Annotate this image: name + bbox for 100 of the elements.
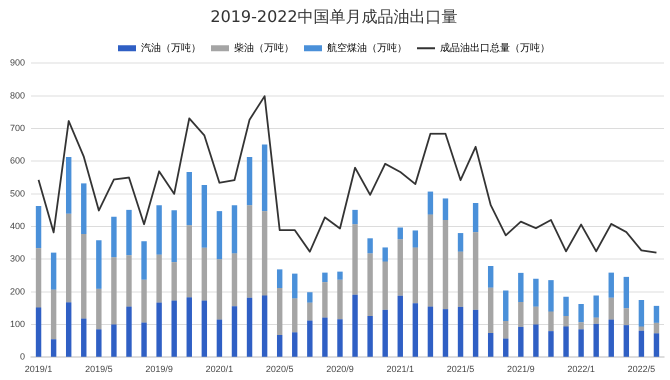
bar — [126, 255, 132, 307]
bar — [50, 290, 56, 340]
bar — [593, 295, 599, 318]
bar — [428, 214, 434, 307]
x-tick-label: 2020/5 — [266, 364, 294, 374]
bar — [563, 326, 569, 357]
x-tick-label: 2021/9 — [507, 364, 535, 374]
bar — [322, 272, 328, 282]
bar — [548, 311, 554, 332]
bar — [216, 320, 222, 357]
bar — [186, 297, 192, 357]
bar — [307, 302, 313, 321]
bar — [503, 338, 508, 357]
bar — [141, 241, 147, 280]
bar — [472, 310, 478, 357]
bar — [96, 240, 102, 289]
bar — [458, 233, 464, 252]
bar — [548, 331, 554, 357]
bar — [171, 300, 177, 357]
bar — [276, 334, 282, 357]
bar — [608, 272, 614, 298]
bar — [262, 144, 268, 212]
bar — [624, 276, 630, 308]
bar — [428, 192, 434, 214]
bar — [533, 324, 539, 357]
bar — [307, 320, 313, 357]
bar — [458, 252, 464, 307]
bar — [382, 247, 388, 262]
bar — [654, 306, 660, 323]
bar — [608, 320, 614, 357]
bar — [654, 322, 660, 334]
bar — [232, 306, 238, 357]
bar — [578, 329, 584, 357]
y-tick-label: 800 — [10, 90, 26, 100]
bar — [398, 228, 403, 240]
bar — [518, 302, 524, 327]
bar — [232, 205, 238, 254]
bar — [337, 280, 343, 320]
bar — [654, 333, 660, 357]
bar — [533, 278, 539, 307]
bar — [126, 306, 132, 357]
y-tick-label: 200 — [10, 286, 26, 296]
bar — [503, 320, 508, 339]
bar — [186, 225, 192, 298]
bar — [518, 326, 524, 357]
bar — [398, 239, 403, 296]
y-tick-label: 500 — [10, 188, 26, 198]
bar — [216, 259, 222, 320]
bar — [412, 303, 418, 357]
y-tick-label: 0 — [20, 352, 26, 362]
bar — [488, 333, 494, 357]
bar — [246, 298, 252, 357]
bar — [367, 238, 373, 254]
bar — [518, 272, 524, 302]
bar — [276, 269, 282, 288]
bar — [337, 272, 343, 280]
bar — [66, 214, 72, 302]
bar — [262, 211, 268, 296]
bar — [36, 308, 42, 357]
bar — [352, 224, 358, 295]
bar — [322, 282, 328, 318]
bar — [352, 294, 358, 357]
bar — [322, 318, 328, 357]
bar — [50, 339, 56, 357]
bar — [412, 247, 418, 304]
bar — [216, 211, 222, 260]
bar — [66, 302, 72, 357]
bar — [50, 252, 56, 290]
chart-title: 2019-2022中国单月成品油出口量 — [210, 6, 458, 26]
x-tick-label: 2020/1 — [206, 364, 234, 374]
bar — [412, 230, 418, 248]
y-tick-label: 900 — [10, 58, 26, 68]
bar — [246, 156, 252, 206]
bar — [563, 296, 569, 316]
bar — [126, 210, 132, 256]
bar — [307, 292, 313, 303]
x-tick-label: 2019/9 — [145, 364, 173, 374]
bar — [488, 288, 494, 334]
bar — [593, 324, 599, 357]
bar — [276, 288, 282, 335]
bar — [382, 310, 388, 357]
x-tick-label: 2021/1 — [386, 364, 414, 374]
y-tick-label: 700 — [10, 123, 26, 134]
bar — [337, 319, 343, 357]
bar — [171, 210, 177, 262]
x-tick-label: 2021/5 — [446, 364, 474, 374]
bar — [442, 220, 448, 310]
legend-label: 成品油出口总量（万吨） — [440, 42, 550, 54]
bar — [202, 185, 208, 248]
y-tick-label: 100 — [10, 319, 26, 330]
bar — [171, 262, 177, 301]
bar — [81, 318, 86, 357]
legend-label: 汽油（万吨） — [141, 42, 201, 54]
legend-label: 柴油（万吨） — [234, 42, 294, 54]
bar — [578, 322, 584, 330]
bar — [186, 172, 192, 226]
bar — [442, 198, 448, 220]
x-tick-label: 2022/1 — [567, 364, 595, 374]
bar — [292, 332, 298, 357]
bar — [488, 266, 494, 288]
